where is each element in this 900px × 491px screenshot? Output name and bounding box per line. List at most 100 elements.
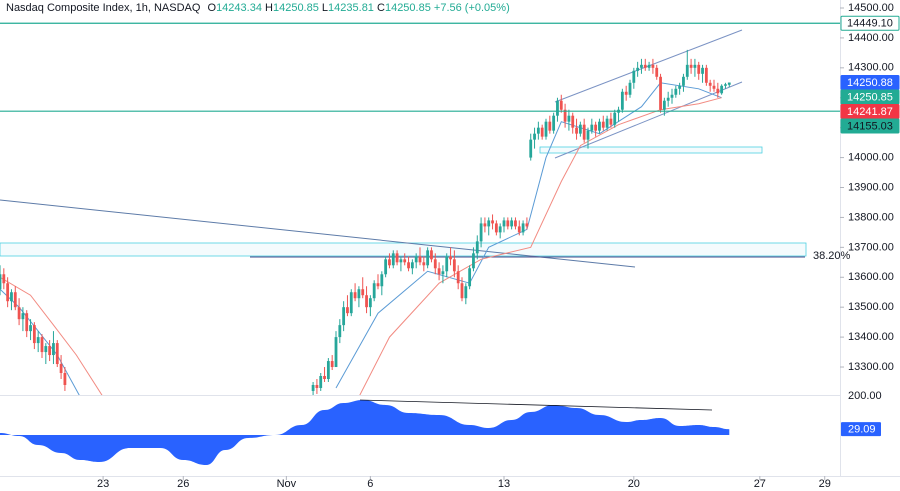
candle-body — [361, 289, 365, 296]
line — [0, 276, 103, 395]
candle-body — [598, 121, 601, 131]
y-tick-label: 13600.00 — [848, 271, 894, 283]
candle-body — [311, 384, 315, 391]
candle-body — [594, 124, 598, 131]
candle-body — [491, 220, 494, 224]
candle-body — [529, 139, 533, 158]
candle-body — [727, 82, 731, 85]
candle-body — [502, 220, 506, 227]
candle-body — [636, 67, 640, 71]
candle-body — [640, 64, 643, 68]
ohlc-value: 14243.34 — [216, 2, 262, 14]
candle-body — [682, 76, 685, 86]
candle-body — [323, 376, 326, 379]
candle-body — [483, 223, 487, 227]
candle-body — [525, 223, 529, 227]
candle-body — [365, 295, 368, 308]
candle-body — [55, 343, 59, 365]
candle-body — [605, 118, 609, 128]
candle-body — [399, 259, 403, 263]
y-tick-label: 200.00 — [848, 390, 882, 402]
candle-body — [552, 115, 556, 131]
candle-body — [472, 253, 475, 269]
price-badges: 14449.10 14250.88 14250.85 14241.87 14155.03… — [840, 15, 900, 437]
candle-body — [21, 313, 25, 320]
candle-body — [697, 64, 701, 74]
candle-body — [44, 346, 48, 353]
candle-body — [712, 85, 716, 89]
candle-body — [357, 289, 361, 299]
candle-body — [430, 250, 433, 260]
y-tick-label: 13500.00 — [848, 301, 894, 313]
candle-body — [36, 337, 40, 344]
x-tick-label: 26 — [177, 478, 189, 490]
candle-body — [601, 121, 605, 128]
candle-body — [586, 130, 590, 140]
x-tick-label: 13 — [498, 478, 510, 490]
oscillator-area — [0, 400, 730, 465]
y-tick-label: 13400.00 — [848, 331, 894, 343]
candle-body — [506, 220, 510, 227]
y-tick-label: 13700.00 — [848, 241, 894, 253]
fib-label: 38.20% — [813, 250, 851, 262]
candle-body — [25, 313, 29, 332]
price-badge-label: 14250.85 — [847, 91, 893, 103]
candle-body — [319, 376, 323, 388]
candle-body — [468, 268, 472, 287]
candle-body — [479, 223, 483, 242]
y-tick-label: 13300.00 — [848, 361, 894, 373]
candle-body — [655, 67, 659, 77]
candle-body — [464, 286, 468, 299]
candle-body — [620, 91, 624, 110]
candle-body — [693, 64, 697, 68]
candle-body — [609, 118, 613, 125]
candle-body — [418, 256, 422, 263]
candle-body — [437, 268, 441, 275]
candle-body — [571, 115, 575, 128]
candle-body — [330, 361, 334, 368]
divergence-line — [359, 399, 713, 411]
oscillator-pane — [0, 400, 730, 465]
candle-body — [372, 283, 376, 299]
candle-body — [724, 84, 727, 86]
candle-body — [575, 127, 578, 134]
line — [359, 97, 722, 395]
header: Nasdaq Composite Index, 1h, NASDAQ O1424… — [6, 2, 510, 14]
candle-body — [701, 67, 704, 74]
candle-body — [708, 82, 712, 86]
candle-body — [613, 112, 617, 125]
candle-body — [536, 127, 540, 134]
candle-body — [29, 325, 32, 332]
candle-body — [578, 124, 582, 134]
candle-body — [326, 361, 330, 379]
candle-body — [384, 259, 388, 275]
candle-body — [40, 337, 44, 353]
ohlc-value: 14235.81 — [328, 2, 374, 14]
candle-body — [407, 262, 410, 269]
candle-body — [315, 384, 319, 388]
candle-body — [475, 241, 479, 254]
price-badge — [840, 118, 900, 134]
candle-body — [670, 94, 674, 98]
candle-body — [624, 91, 628, 95]
trend-line — [0, 199, 636, 268]
candle-body — [704, 67, 708, 83]
candle-body — [59, 364, 63, 374]
candle-body — [567, 115, 571, 122]
candle-body — [388, 259, 391, 266]
candle-body — [460, 283, 464, 299]
candle-body — [368, 298, 372, 308]
candle-body — [32, 325, 36, 344]
candle-body — [643, 64, 647, 68]
candle-body — [433, 259, 437, 269]
candle-body — [510, 220, 514, 227]
candle-body — [548, 121, 552, 131]
y-tick-label: 14400.00 — [848, 32, 894, 44]
candle-body — [342, 307, 346, 326]
symbol-title: Nasdaq Composite Index, 1h, NASDAQ — [6, 2, 201, 14]
ohlc-label: C — [377, 2, 385, 14]
candle-body — [17, 307, 21, 320]
y-tick-label: 14500.00 — [848, 2, 894, 14]
candle-body — [441, 271, 445, 275]
